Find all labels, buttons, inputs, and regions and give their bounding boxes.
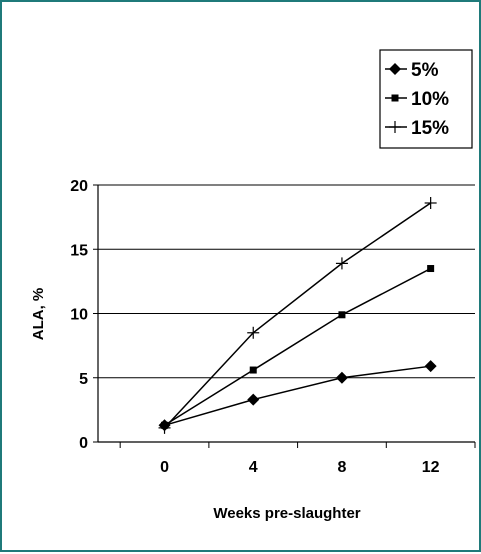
x-axis-title: Weeks pre-slaughter <box>213 505 360 522</box>
point-5%-4 <box>247 393 260 406</box>
legend-item-15%: 15% <box>385 118 449 139</box>
legend-item-5%: 5% <box>385 60 439 81</box>
x-tick-label-0: 0 <box>160 459 169 476</box>
legend-item-10%: 10% <box>385 89 449 110</box>
legend-marker-5% <box>389 63 401 75</box>
y-axis-title: ALA, % <box>30 288 47 341</box>
y-tick-label-10: 10 <box>70 307 88 324</box>
x-tick-label-4: 4 <box>249 459 258 476</box>
legend-label-10%: 10% <box>411 89 449 110</box>
y-tick-label-0: 0 <box>79 435 88 452</box>
legend-label-15%: 15% <box>411 118 449 139</box>
x-tick-label-12: 12 <box>422 459 440 476</box>
series-line-15% <box>163 202 432 429</box>
legend-marker-10% <box>391 94 399 102</box>
point-15%-12 <box>424 196 437 209</box>
point-15%-4 <box>247 326 260 339</box>
y-tick-label-20: 20 <box>70 178 88 195</box>
y-tick-label-15: 15 <box>70 242 88 259</box>
point-5%-8 <box>335 371 348 384</box>
point-10%-4 <box>249 366 257 374</box>
x-tick-labels: 0 4 8 12 <box>160 459 440 476</box>
gridlines <box>98 184 475 379</box>
point-15%-0 <box>158 421 171 434</box>
data-markers <box>158 196 437 434</box>
legend-marker-15% <box>389 121 401 133</box>
point-10%-8 <box>338 311 346 319</box>
point-15%-8 <box>335 257 348 270</box>
x-tick-label-8: 8 <box>337 459 346 476</box>
axes <box>93 184 476 448</box>
point-10%-12 <box>427 265 435 273</box>
y-tick-labels: 0 5 10 15 20 <box>70 178 88 452</box>
legend-label-5%: 5% <box>411 60 439 81</box>
y-tick-label-5: 5 <box>79 371 88 388</box>
series-lines <box>163 202 432 429</box>
legend: 5% 10% 15% <box>379 49 473 149</box>
series-line-10% <box>164 267 431 426</box>
series-line-5% <box>164 365 431 427</box>
point-5%-12 <box>424 360 437 373</box>
